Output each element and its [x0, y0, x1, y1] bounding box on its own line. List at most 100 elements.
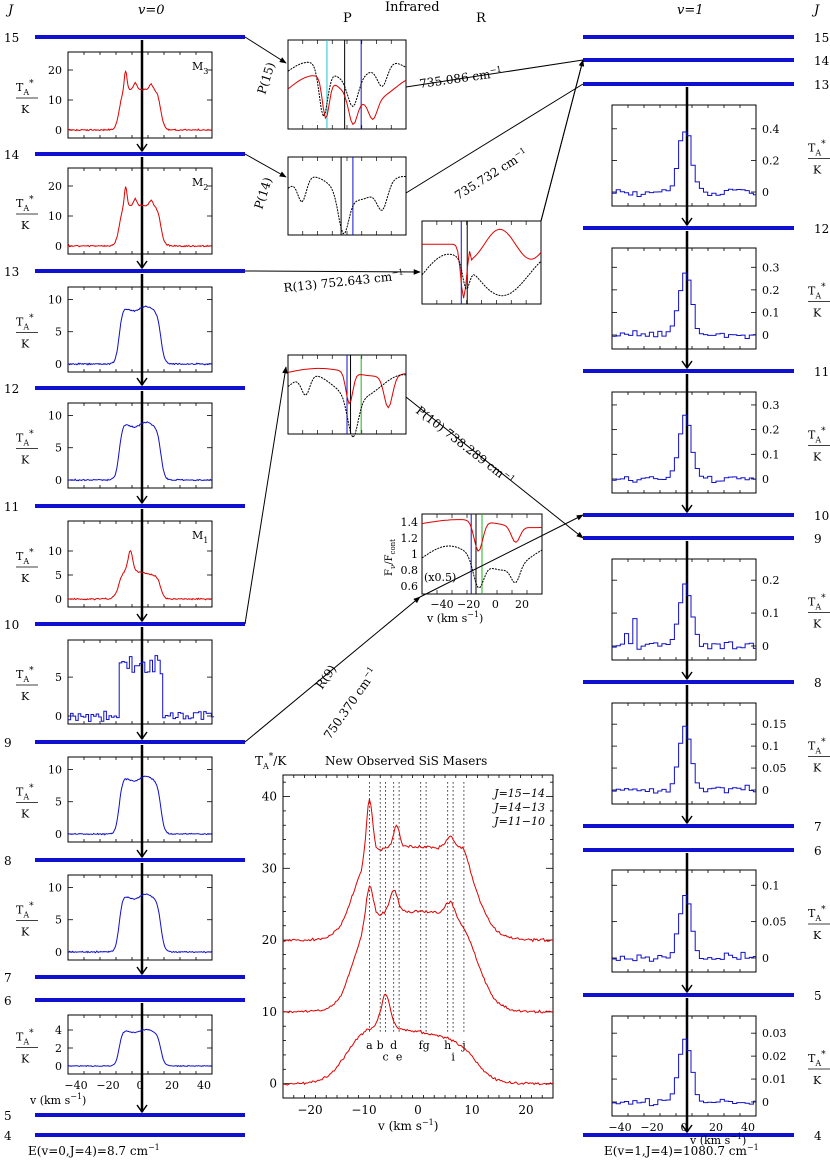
- v1-spectrum-12-11: 0 0.1 0.2 0.3 TA* K: [611, 247, 830, 350]
- y-axis-label: TA*: [808, 140, 826, 158]
- ir-inset-scale-note: (x0.5): [424, 571, 456, 584]
- y-tick-label: 5: [55, 914, 62, 927]
- y-axis-label-denominator: K: [813, 762, 822, 775]
- central-y-tick-label: 10: [262, 1005, 277, 1019]
- ir-spectrum-curve: [287, 75, 407, 126]
- y-axis-label: TA*: [16, 902, 34, 920]
- y-axis-label-denominator: K: [813, 1074, 822, 1087]
- central-x-tick-label: 20: [518, 1103, 533, 1117]
- v1-level-J11-label: 11: [814, 365, 829, 379]
- v0-title: v=0: [138, 3, 165, 18]
- y-axis-label: TA*: [16, 195, 34, 213]
- y-tick-label: 0.1: [762, 607, 780, 620]
- v0-level-J8-label: 8: [4, 854, 12, 868]
- ir-spectrum-curve: [287, 61, 407, 118]
- infrared-title: Infrared: [385, 0, 440, 15]
- y-tick-label: 0.02: [762, 1050, 787, 1063]
- v1-x-tick-label: −20: [640, 1121, 663, 1134]
- v0-level-J7-label: 7: [4, 971, 12, 985]
- v1-title: v=1: [677, 3, 704, 18]
- v0-spectrum-line-6-5: [67, 1028, 213, 1068]
- y-axis-label: TA*: [16, 666, 34, 684]
- v0-level-J13-label: 13: [4, 265, 19, 279]
- v0-spectrum-line-8-7: [67, 893, 213, 954]
- ir-p14-panel: [287, 156, 407, 236]
- v1-transition-arrow-11-10-head: [681, 504, 693, 514]
- y-tick-label: 0.05: [762, 916, 787, 929]
- v0-spectrum-6-5: 0 2 4 TA* K −40 −20 0 20 40: [16, 1014, 213, 1092]
- v1-spectrum-line-6-5: [612, 895, 756, 962]
- y-tick-label: 0.1: [762, 879, 780, 892]
- y-axis-label-denominator: K: [21, 808, 30, 821]
- y-tick-label: 0.03: [762, 1027, 787, 1040]
- v1-transition-arrow-13-12-head: [681, 217, 693, 227]
- v1-level-J4-label: 4: [814, 1129, 822, 1143]
- y-axis-label: TA*: [808, 1050, 826, 1068]
- central-maser-spectrum: [282, 885, 554, 1014]
- maser-component-letter: c: [383, 1051, 389, 1064]
- y-axis-label: TA*: [808, 283, 826, 301]
- central-x-label: v (km s−1): [377, 1118, 438, 1133]
- y-tick-label: 10: [48, 545, 62, 558]
- v1-level-J13-label: 13: [814, 78, 829, 92]
- v0-x-tick-label: −20: [96, 1079, 119, 1092]
- ir-inset-y-tick-label: 1.4: [401, 516, 419, 529]
- y-tick-label: 0: [55, 474, 62, 487]
- p14-connector: [405, 83, 584, 194]
- y-tick-label: 0: [55, 240, 62, 253]
- y-tick-label: 5: [55, 796, 62, 809]
- central-plot-frame: [282, 774, 554, 1099]
- ir-inset-y-tick-label: 0.8: [401, 564, 419, 577]
- maser-label: M2: [192, 176, 208, 192]
- maser-component-letter: f: [419, 1039, 424, 1052]
- transition-arrows: P(15) 735.086 cm−1P(14) 735.732 cm−1R(13) …: [244, 36, 585, 743]
- r9-arrow-high: [419, 514, 584, 598]
- v0-spectrum-8-7-frame: [67, 874, 213, 961]
- v0-spectrum-line-12-11: [67, 421, 213, 482]
- central-legend-entry: J=14−13: [492, 801, 545, 814]
- y-tick-label: 0.2: [762, 424, 780, 437]
- v0-spectrum-14-13-frame: [67, 167, 213, 255]
- v1-spectrum-5-4: 0 0.01 0.02 0.03 TA* K −40 −20 0 20 40: [608, 1015, 830, 1134]
- y-axis-label: TA*: [808, 594, 826, 612]
- v1-spectrum-12-11-frame: [611, 247, 757, 350]
- v1-spectrum-13-12-frame: [611, 104, 757, 207]
- v0-transition-arrow-15-14-head: [136, 143, 148, 153]
- v1-ladder: 15141312111098765400.20.4TA*K00.10.20.3T…: [583, 31, 830, 1147]
- maser-component-letter: g: [423, 1039, 430, 1052]
- v0-spectrum-6-5-frame: [67, 1014, 213, 1075]
- v1-spectrum-6-5-frame: [611, 869, 757, 973]
- y-tick-label: 10: [48, 409, 62, 422]
- y-tick-label: 0: [55, 1060, 62, 1073]
- v1-spectrum-line-5-4: [612, 1038, 756, 1107]
- v0-x-tick-label: −40: [64, 1079, 87, 1092]
- y-axis-label: TA*: [16, 314, 34, 332]
- p10-arrow: [244, 366, 288, 625]
- y-tick-label: 5: [55, 671, 62, 684]
- v0-spectrum-13-12: 0 5 10 TA* K: [16, 286, 213, 373]
- maser-component-letter: b: [377, 1039, 384, 1052]
- central-x-tick-label: −20: [297, 1103, 322, 1117]
- ir-inset-x-tick-label: 20: [515, 598, 529, 611]
- ir-inset-y-tick-label: 0.6: [401, 580, 419, 593]
- v0-transition-arrow-13-12-head: [136, 377, 148, 387]
- ir-spectrum-curve: [421, 253, 542, 297]
- v0-level-J6-label: 6: [4, 994, 12, 1008]
- ir-spectrum-curve: [421, 545, 543, 589]
- v1-spectrum-8-7: 0 0.05 0.1 0.15 TA* K: [611, 702, 830, 805]
- v1-spectrum-11-10-frame: [611, 391, 757, 494]
- y-tick-label: 0: [762, 1096, 769, 1109]
- v0-x-axis-label: v (km s−1): [29, 1092, 86, 1107]
- v0-transition-arrow-9-8-head: [136, 849, 148, 859]
- y-axis-label: TA*: [16, 1029, 34, 1047]
- ir-r9-inset: 0.6 0.8 1 1.2 1.4 −40 −20 0 20 (x0.5) v (km s−1) Fν…: [384, 513, 543, 625]
- v1-level-J7-label: 7: [814, 820, 822, 834]
- v1-spectrum-line-12-11: [612, 272, 756, 339]
- v1-x-tick-label: −40: [608, 1121, 631, 1134]
- r9-arrow-low: [244, 596, 421, 743]
- v0-spectrum-line-14-13: [67, 186, 213, 248]
- v1-x-axis-label: v (km s−1): [689, 1132, 746, 1147]
- ir-p14-panel-frame: [287, 156, 407, 236]
- y-tick-label: 0: [762, 186, 769, 199]
- ir-inset-y-tick-label: 1: [411, 548, 418, 561]
